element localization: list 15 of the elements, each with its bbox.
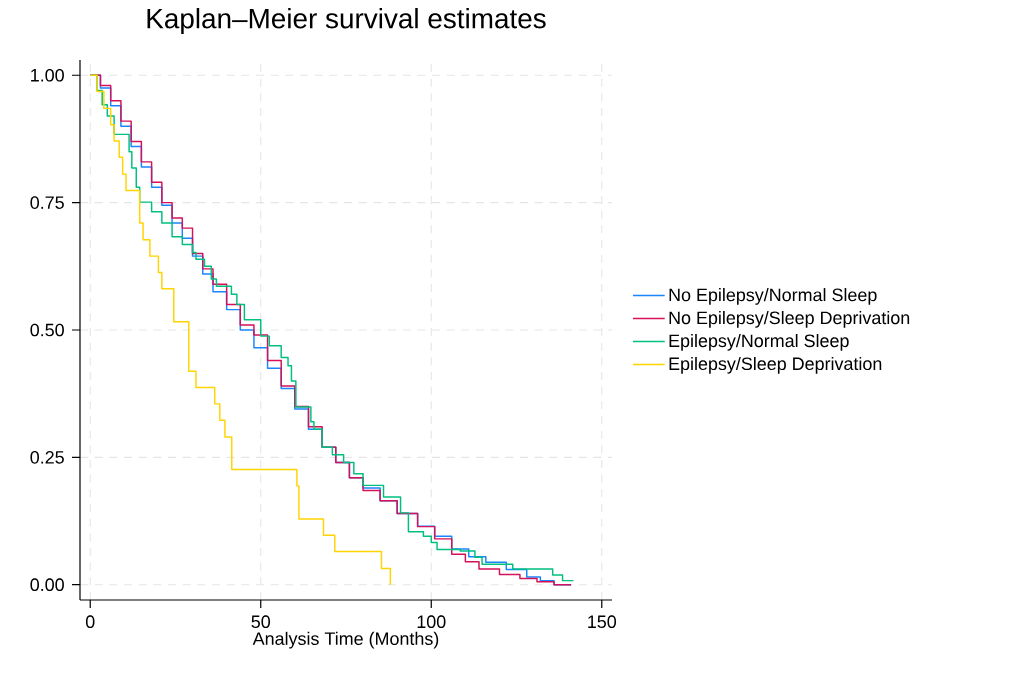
- y-tick-label: 0.50: [30, 323, 64, 337]
- y-tick-label: 1.00: [31, 68, 64, 82]
- y-tick-label: 0.00: [30, 578, 64, 592]
- y-tick-label: 0.25: [30, 451, 64, 464]
- chart-title: Kaplan–Meier survival estimates: [147, 8, 546, 34]
- legend-label: Epilepsy/Normal Sleep: [669, 333, 849, 351]
- x-tick-label: 150: [588, 615, 617, 629]
- x-tick-label: 0: [85, 615, 95, 629]
- legend-label: No Epilepsy/Normal Sleep: [669, 288, 877, 305]
- legend-label: No Epilepsy/Sleep Deprivation: [669, 311, 910, 328]
- x-axis-title: Analysis Time (Months): [252, 631, 439, 649]
- legend-label: Epilepsy/Sleep Deprivation: [669, 356, 882, 374]
- y-tick-label: 0.75: [30, 196, 64, 209]
- x-tick-label: 50: [251, 615, 271, 629]
- x-tick-label: 100: [417, 615, 446, 629]
